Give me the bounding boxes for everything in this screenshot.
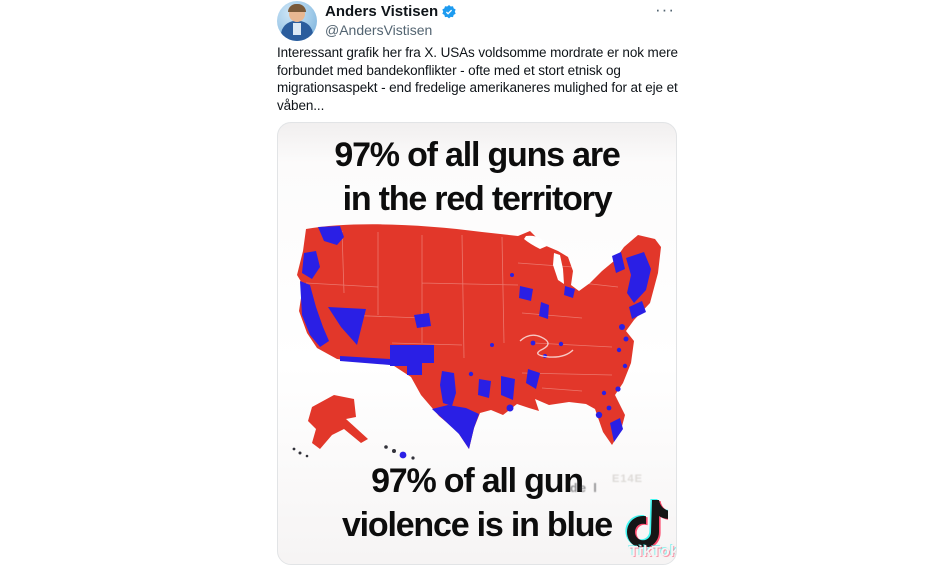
meme-caption-bottom-line2: violence is in blue	[341, 506, 613, 544]
meme-caption-top-line1: 97% of all guns are	[334, 136, 620, 174]
tweet-media-image[interactable]: 97% of all guns are in the red territory	[277, 122, 677, 565]
great-lakes	[524, 235, 564, 284]
meme-caption-top-line2: in the red territory	[342, 180, 613, 218]
white-scribble	[519, 334, 574, 358]
video-watermark-faint: E14E	[612, 473, 643, 485]
map-red-territory	[297, 224, 661, 449]
verified-badge-icon	[441, 4, 457, 20]
author-handle[interactable]: @AndersVistisen	[325, 22, 433, 38]
meme-caption-bottom-line1: 97% of all gun	[371, 462, 584, 500]
author-block: Anders Vistisen @AndersVistisen	[325, 3, 457, 38]
tweet-text-line: forbundet med bandekonflikter - ofte med…	[277, 62, 621, 78]
avatar-shirt	[293, 23, 301, 35]
avatar[interactable]	[277, 1, 317, 41]
state-boundary-lines	[305, 230, 619, 392]
small-islands	[292, 445, 415, 460]
tweet-text-line: våben...	[277, 97, 325, 113]
tweet-text: Interessant grafik her fra X. USAs volds…	[277, 44, 678, 114]
tiktok-wordmark: TikTok	[629, 543, 677, 560]
meme-caption-bottom: 97% of all gun violence is in blue	[278, 459, 676, 547]
avatar-hair	[288, 4, 306, 12]
more-options-icon[interactable]: ···	[655, 0, 675, 19]
meme-caption-top: 97% of all guns are in the red territory	[278, 133, 676, 221]
video-watermark: de l	[570, 481, 599, 495]
tiktok-logo-icon	[624, 497, 672, 552]
alaska	[308, 395, 368, 449]
map-blue-territory	[300, 226, 651, 459]
tweet-text-line: migrationsaspekt - end fredelige amerika…	[277, 80, 678, 95]
us-map	[282, 223, 672, 473]
tweet-text-line: Interessant grafik her fra X. USAs volds…	[277, 45, 678, 60]
author-name[interactable]: Anders Vistisen	[325, 3, 439, 21]
